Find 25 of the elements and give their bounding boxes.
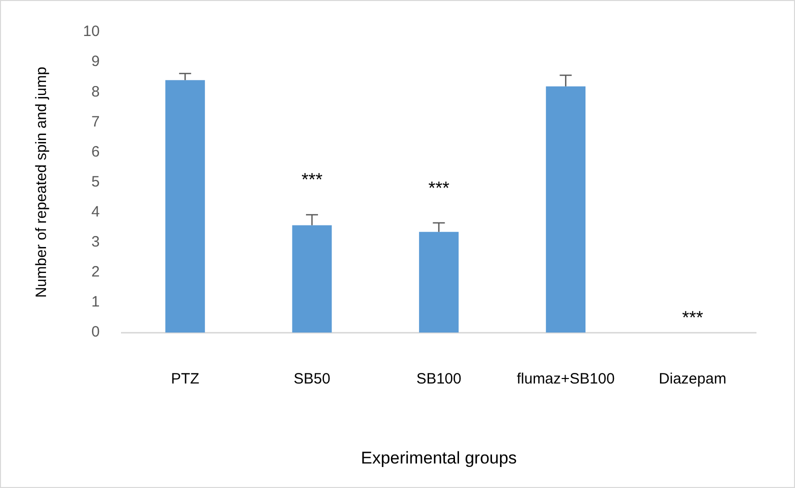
bar xyxy=(546,86,586,333)
y-tick-label: 5 xyxy=(91,173,100,190)
y-tick-label: 0 xyxy=(91,324,100,341)
y-tick-label: 6 xyxy=(91,143,100,160)
annotation: *** xyxy=(301,170,322,190)
bar xyxy=(165,80,205,333)
y-tick-label: 2 xyxy=(91,264,100,281)
annotation: *** xyxy=(682,308,704,328)
y-tick-label: 1 xyxy=(91,294,100,311)
x-tick-label: Diazepam xyxy=(658,370,726,388)
x-axis-title: Experimental groups xyxy=(360,448,517,468)
y-axis-title: Number of repeated spin and jump xyxy=(33,66,50,298)
y-tick-label: 4 xyxy=(91,204,100,220)
annotation: *** xyxy=(428,178,450,198)
x-tick-label: flumaz+SB100 xyxy=(516,370,615,388)
y-tick-label: 8 xyxy=(91,83,100,100)
y-tick-label: 7 xyxy=(91,113,100,130)
y-tick-label: 3 xyxy=(91,234,100,251)
x-tick-label: PTZ xyxy=(170,370,200,388)
x-tick-label: SB100 xyxy=(416,370,462,388)
x-tick-label: SB50 xyxy=(294,370,330,388)
bar xyxy=(419,232,459,333)
y-tick-label: 10 xyxy=(82,23,100,40)
y-tick-label: 9 xyxy=(91,53,100,70)
bar xyxy=(292,225,332,333)
